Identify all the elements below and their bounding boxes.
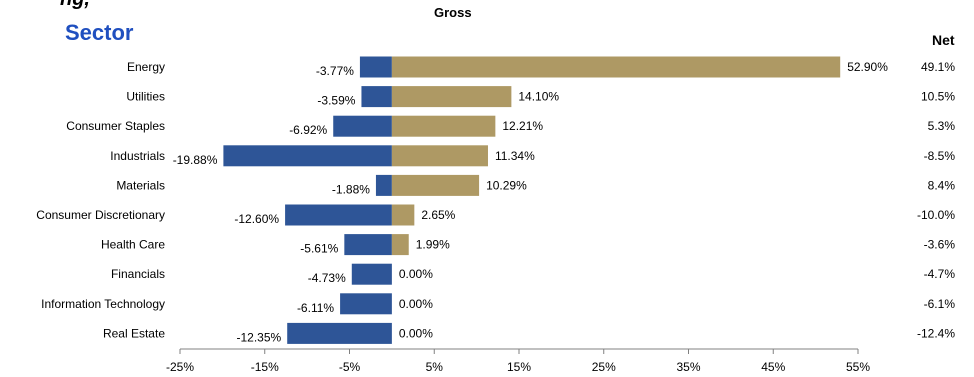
net-value-label: 8.4% <box>928 178 956 192</box>
category-label: Utilities <box>126 90 165 104</box>
long-value-label: 2.65% <box>421 208 455 222</box>
long-bar <box>391 86 512 108</box>
long-bar <box>391 174 480 196</box>
long-value-label: 11.34% <box>495 149 535 163</box>
long-bar <box>391 145 488 167</box>
long-value-label: 0.00% <box>399 297 433 311</box>
short-value-label: -3.77% <box>316 64 354 78</box>
gross-heading: Gross <box>434 5 472 20</box>
x-tick-label: 45% <box>761 360 785 374</box>
category-label: Real Estate <box>103 326 165 340</box>
short-value-label: -6.11% <box>297 301 334 315</box>
net-heading: Net <box>932 32 955 48</box>
short-bar <box>375 174 392 196</box>
short-bar <box>285 204 392 226</box>
net-value-label: 49.1% <box>921 60 955 74</box>
short-value-label: -5.61% <box>300 242 338 256</box>
short-bar <box>361 86 392 108</box>
net-value-label: 5.3% <box>928 119 956 133</box>
net-value-label: -8.5% <box>924 149 956 163</box>
short-bar <box>351 263 392 285</box>
long-bar <box>391 115 496 137</box>
long-value-label: 0.00% <box>399 326 433 340</box>
long-value-label: 1.99% <box>416 238 450 252</box>
net-value-label: 10.5% <box>921 90 955 104</box>
x-tick-label: 25% <box>592 360 616 374</box>
x-tick-label: 35% <box>676 360 700 374</box>
long-bar <box>391 234 409 256</box>
long-value-label: 10.29% <box>486 178 527 192</box>
short-value-label: -3.59% <box>317 94 355 108</box>
net-value-label: -10.0% <box>917 208 955 222</box>
short-value-label: -12.60% <box>234 212 279 226</box>
category-label: Energy <box>127 60 165 74</box>
long-value-label: 14.10% <box>518 90 559 104</box>
x-tick-label: -15% <box>251 360 279 374</box>
x-tick-label: 15% <box>507 360 531 374</box>
short-value-label: -19.88% <box>173 153 218 167</box>
short-bar <box>340 293 392 315</box>
long-value-label: 52.90% <box>847 60 888 74</box>
short-bar <box>223 145 392 167</box>
x-tick-label: 5% <box>426 360 444 374</box>
short-value-label: -1.88% <box>332 182 370 196</box>
x-tick-label: 55% <box>846 360 870 374</box>
category-label: Industrials <box>110 149 165 163</box>
short-bar <box>344 234 392 256</box>
chart-title-partial: ng, <box>60 0 90 11</box>
short-bar <box>359 56 392 78</box>
long-value-label: 0.00% <box>399 267 433 281</box>
short-bar <box>287 322 392 344</box>
category-label: Materials <box>116 178 165 192</box>
category-label: Consumer Staples <box>66 119 165 133</box>
short-value-label: -6.92% <box>289 123 327 137</box>
net-value-label: -3.6% <box>924 238 956 252</box>
short-bar <box>333 115 392 137</box>
category-label: Health Care <box>101 238 165 252</box>
short-value-label: -4.73% <box>308 271 346 285</box>
net-value-label: -4.7% <box>924 267 956 281</box>
category-label: Information Technology <box>41 297 165 311</box>
net-value-label: -12.4% <box>917 326 955 340</box>
net-value-label: -6.1% <box>924 297 956 311</box>
long-bar <box>391 56 841 78</box>
x-tick-label: -5% <box>339 360 361 374</box>
x-tick-label: -25% <box>166 360 194 374</box>
long-value-label: 12.21% <box>502 119 543 133</box>
category-label: Consumer Discretionary <box>36 208 165 222</box>
long-bar <box>391 204 415 226</box>
short-value-label: -12.35% <box>237 330 282 344</box>
category-label: Financials <box>111 267 165 281</box>
sector-heading: Sector <box>65 20 134 45</box>
